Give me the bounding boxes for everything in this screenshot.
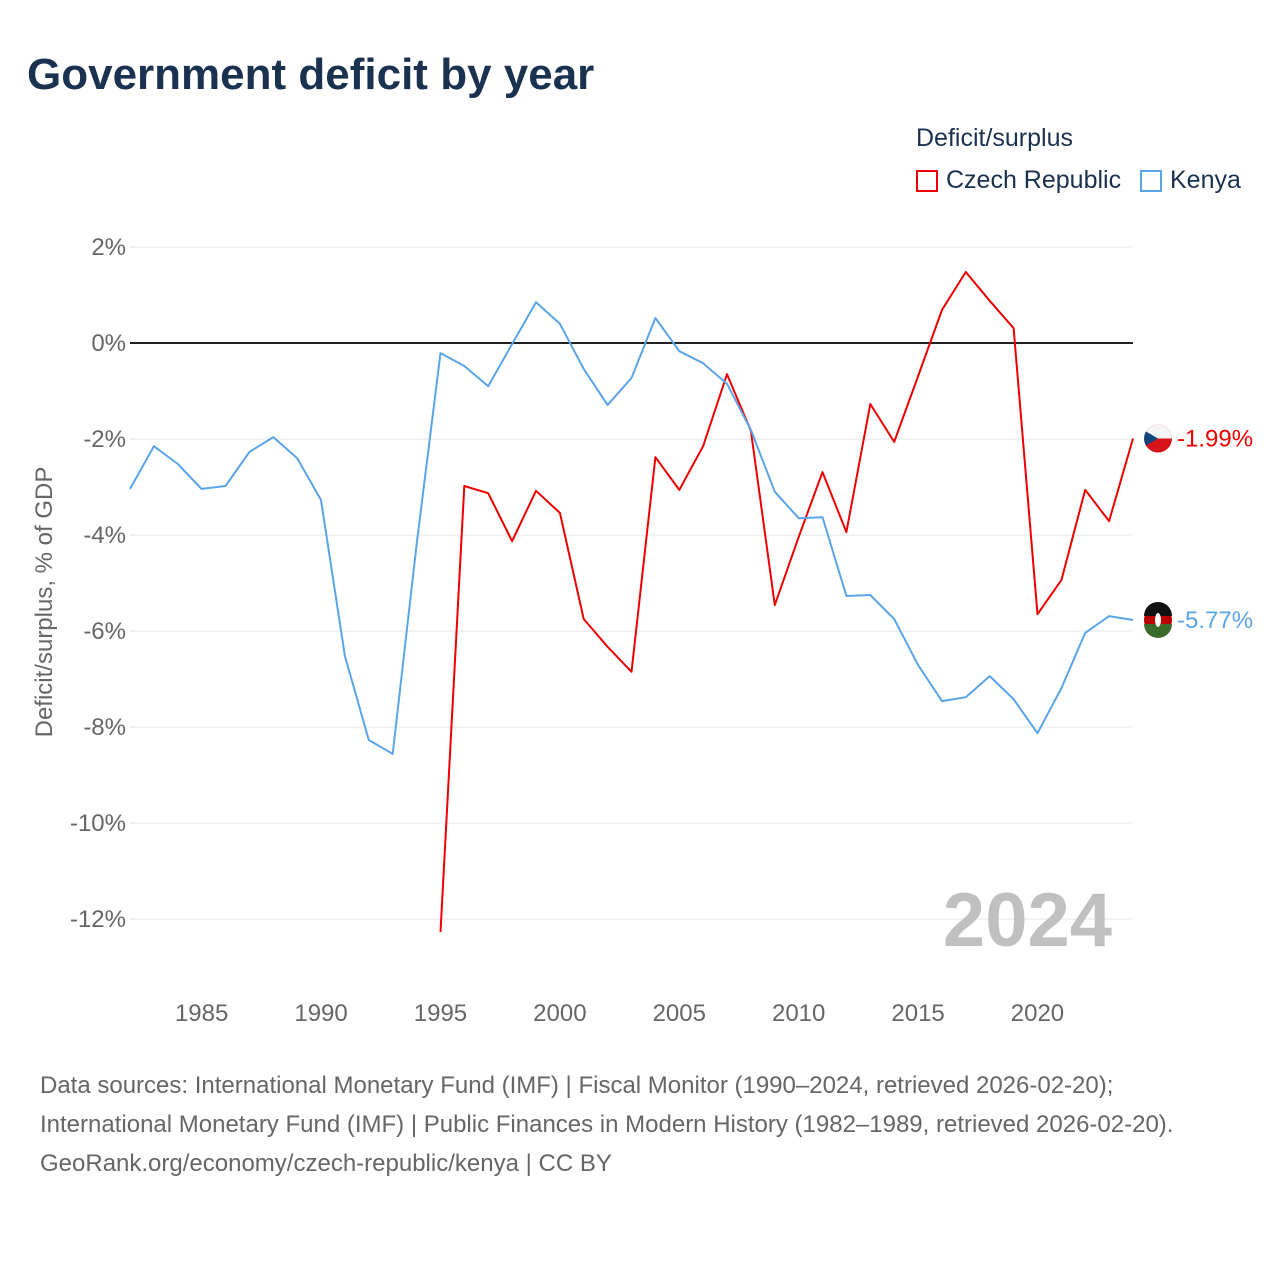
x-tick-label: 1995 <box>414 1000 467 1027</box>
data-sources: Data sources: International Monetary Fun… <box>40 1072 1174 1138</box>
x-tick-label: 2010 <box>772 1000 825 1027</box>
legend-title: Deficit/surplus <box>916 124 1073 152</box>
x-tick-label: 2020 <box>1011 1000 1064 1027</box>
x-tick-label: 2000 <box>533 1000 586 1027</box>
series-line-kenya[interactable] <box>129 301 1134 755</box>
x-tick-label: 2005 <box>653 1000 706 1027</box>
legend-item-kenya[interactable]: Kenya <box>1140 166 1241 195</box>
y-tick-label: -4% <box>83 522 126 549</box>
legend-swatch-kenya <box>1140 169 1162 192</box>
flag-kenya-icon <box>1144 601 1172 638</box>
y-tick-label: 2% <box>91 234 126 261</box>
x-tick-label: 2015 <box>891 1000 944 1027</box>
y-axis-label: Deficit/surplus, % of GDP <box>31 467 58 738</box>
credit-link[interactable]: GeoRank.org/economy/czech-republic/kenya… <box>40 1150 612 1177</box>
y-tick-label: 0% <box>91 330 126 357</box>
y-tick-label: -12% <box>70 906 126 933</box>
y-tick-label: -2% <box>83 426 126 453</box>
flag-czech-republic-icon <box>1144 424 1172 453</box>
y-tick-label: -6% <box>83 618 126 645</box>
legend-item-czech-republic[interactable]: Czech Republic <box>916 166 1121 195</box>
series-line-czech-republic[interactable] <box>439 271 1134 933</box>
legend-label: Czech Republic <box>946 166 1122 194</box>
end-value-label-czech-republic: -1.99% <box>1177 426 1253 453</box>
end-value-label-kenya: -5.77% <box>1177 607 1253 634</box>
chart-title: Government deficit by year <box>27 50 595 99</box>
x-tick-label: 1985 <box>175 1000 228 1027</box>
legend-swatch-czech-republic <box>916 169 938 192</box>
year-watermark: 2024 <box>943 878 1112 963</box>
y-tick-label: -10% <box>70 810 126 837</box>
x-tick-label: 1990 <box>294 1000 347 1027</box>
footer: Data sources: International Monetary Fun… <box>40 1066 1240 1183</box>
legend-label: Kenya <box>1170 166 1241 194</box>
y-tick-label: -8% <box>83 714 126 741</box>
